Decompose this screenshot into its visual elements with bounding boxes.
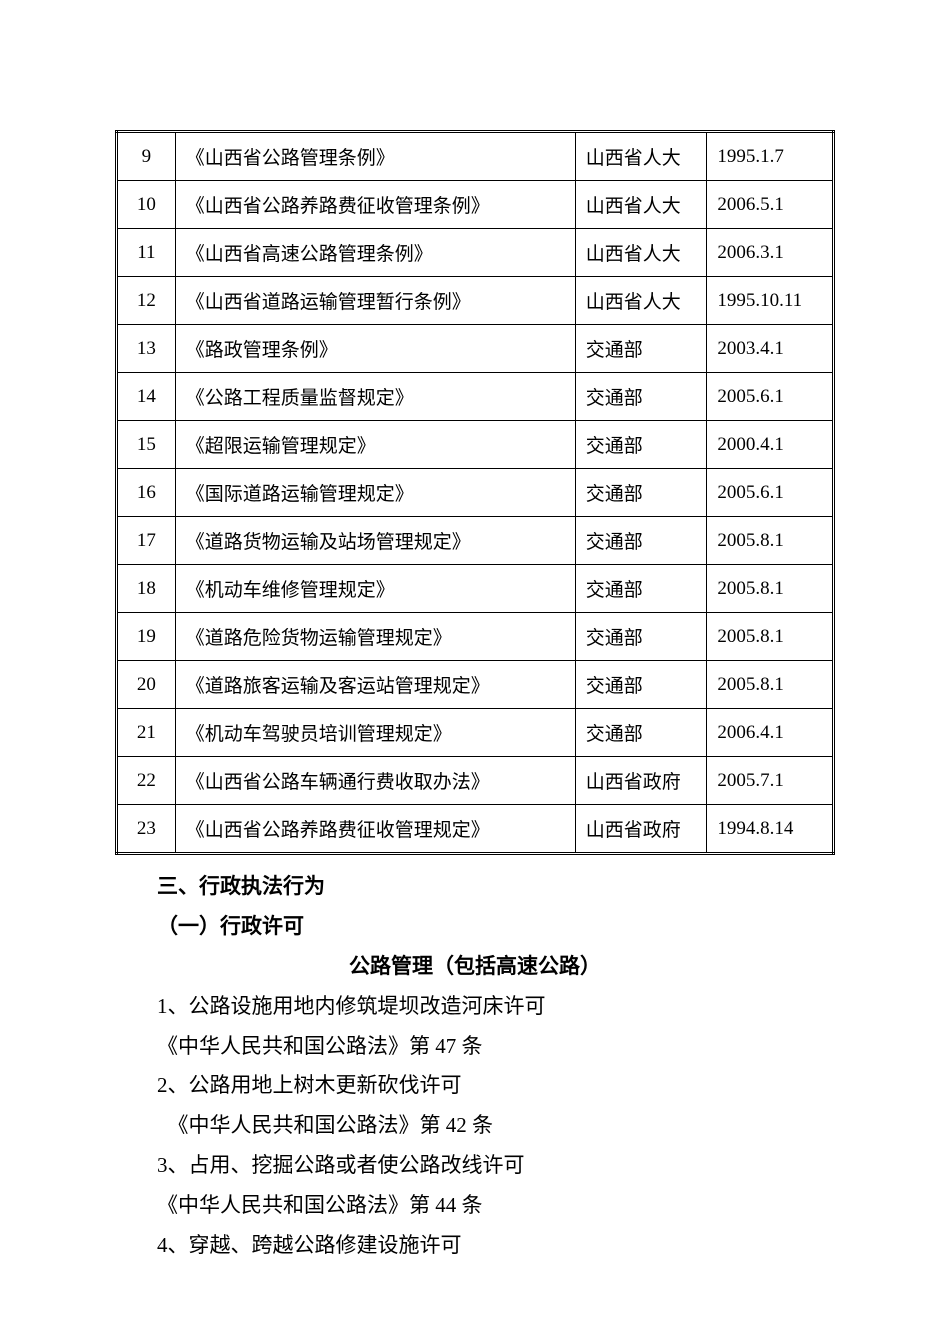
row-authority: 交通部 [575, 373, 707, 421]
row-authority: 山西省人大 [575, 277, 707, 325]
row-number: 13 [117, 325, 176, 373]
table-row: 16《国际道路运输管理规定》交通部2005.6.1 [117, 469, 834, 517]
section-heading-3: 公路管理（包括高速公路） [115, 947, 835, 987]
section-heading-1: 三、行政执法行为 [115, 867, 835, 907]
permit-item: 3、占用、挖掘公路或者使公路改线许可 [115, 1146, 835, 1186]
regulations-table: 9《山西省公路管理条例》山西省人大1995.1.710《山西省公路养路费征收管理… [115, 130, 835, 855]
row-authority: 山西省人大 [575, 229, 707, 277]
row-date: 1994.8.14 [707, 805, 834, 854]
items-container: 1、公路设施用地内修筑堤坝改造河床许可《中华人民共和国公路法》第 47 条2、公… [115, 987, 835, 1266]
section-heading-2: （一）行政许可 [115, 907, 835, 947]
row-authority: 交通部 [575, 565, 707, 613]
row-authority: 山西省政府 [575, 805, 707, 854]
row-date: 2006.3.1 [707, 229, 834, 277]
row-authority: 山西省人大 [575, 132, 707, 181]
row-date: 2005.6.1 [707, 469, 834, 517]
row-date: 2003.4.1 [707, 325, 834, 373]
table-row: 20《道路旅客运输及客运站管理规定》交通部2005.8.1 [117, 661, 834, 709]
table-row: 21《机动车驾驶员培训管理规定》交通部2006.4.1 [117, 709, 834, 757]
table-row: 23《山西省公路养路费征收管理规定》山西省政府1994.8.14 [117, 805, 834, 854]
row-number: 12 [117, 277, 176, 325]
table-row: 22《山西省公路车辆通行费收取办法》山西省政府2005.7.1 [117, 757, 834, 805]
row-title: 《山西省公路管理条例》 [175, 132, 575, 181]
permit-item-source: 《中华人民共和国公路法》第 44 条 [115, 1186, 835, 1226]
row-authority: 山西省人大 [575, 181, 707, 229]
row-title: 《道路旅客运输及客运站管理规定》 [175, 661, 575, 709]
row-number: 21 [117, 709, 176, 757]
row-date: 1995.1.7 [707, 132, 834, 181]
row-number: 11 [117, 229, 176, 277]
table-row: 12《山西省道路运输管理暂行条例》山西省人大1995.10.11 [117, 277, 834, 325]
row-title: 《机动车维修管理规定》 [175, 565, 575, 613]
row-title: 《山西省道路运输管理暂行条例》 [175, 277, 575, 325]
row-number: 17 [117, 517, 176, 565]
table-row: 13《路政管理条例》交通部2003.4.1 [117, 325, 834, 373]
table-row: 10《山西省公路养路费征收管理条例》山西省人大2006.5.1 [117, 181, 834, 229]
table-body: 9《山西省公路管理条例》山西省人大1995.1.710《山西省公路养路费征收管理… [117, 132, 834, 854]
row-title: 《路政管理条例》 [175, 325, 575, 373]
row-title: 《山西省公路养路费征收管理条例》 [175, 181, 575, 229]
row-number: 14 [117, 373, 176, 421]
row-date: 2005.8.1 [707, 661, 834, 709]
row-number: 9 [117, 132, 176, 181]
table-row: 17《道路货物运输及站场管理规定》交通部2005.8.1 [117, 517, 834, 565]
table-row: 11《山西省高速公路管理条例》山西省人大2006.3.1 [117, 229, 834, 277]
row-number: 23 [117, 805, 176, 854]
row-number: 15 [117, 421, 176, 469]
text-section: 三、行政执法行为 （一）行政许可 公路管理（包括高速公路） 1、公路设施用地内修… [115, 867, 835, 1266]
table-row: 15《超限运输管理规定》交通部2000.4.1 [117, 421, 834, 469]
row-authority: 交通部 [575, 325, 707, 373]
row-authority: 交通部 [575, 469, 707, 517]
table-row: 14《公路工程质量监督规定》交通部2005.6.1 [117, 373, 834, 421]
table-row: 18《机动车维修管理规定》交通部2005.8.1 [117, 565, 834, 613]
row-title: 《公路工程质量监督规定》 [175, 373, 575, 421]
row-number: 10 [117, 181, 176, 229]
row-date: 2006.5.1 [707, 181, 834, 229]
row-title: 《超限运输管理规定》 [175, 421, 575, 469]
row-authority: 山西省政府 [575, 757, 707, 805]
permit-item-source: 《中华人民共和国公路法》第 42 条 [115, 1106, 835, 1146]
row-title: 《山西省公路养路费征收管理规定》 [175, 805, 575, 854]
permit-item-source: 《中华人民共和国公路法》第 47 条 [115, 1027, 835, 1067]
row-authority: 交通部 [575, 709, 707, 757]
row-number: 16 [117, 469, 176, 517]
row-number: 22 [117, 757, 176, 805]
row-date: 2005.8.1 [707, 613, 834, 661]
table-row: 9《山西省公路管理条例》山西省人大1995.1.7 [117, 132, 834, 181]
permit-item: 2、公路用地上树木更新砍伐许可 [115, 1066, 835, 1106]
row-date: 1995.10.11 [707, 277, 834, 325]
row-title: 《道路危险货物运输管理规定》 [175, 613, 575, 661]
row-date: 2005.6.1 [707, 373, 834, 421]
row-title: 《国际道路运输管理规定》 [175, 469, 575, 517]
row-authority: 交通部 [575, 421, 707, 469]
row-number: 18 [117, 565, 176, 613]
row-number: 19 [117, 613, 176, 661]
permit-item: 1、公路设施用地内修筑堤坝改造河床许可 [115, 987, 835, 1027]
row-title: 《道路货物运输及站场管理规定》 [175, 517, 575, 565]
row-date: 2000.4.1 [707, 421, 834, 469]
row-title: 《山西省公路车辆通行费收取办法》 [175, 757, 575, 805]
row-number: 20 [117, 661, 176, 709]
row-date: 2006.4.1 [707, 709, 834, 757]
row-authority: 交通部 [575, 661, 707, 709]
row-date: 2005.8.1 [707, 517, 834, 565]
row-date: 2005.7.1 [707, 757, 834, 805]
row-title: 《机动车驾驶员培训管理规定》 [175, 709, 575, 757]
row-authority: 交通部 [575, 613, 707, 661]
row-authority: 交通部 [575, 517, 707, 565]
row-date: 2005.8.1 [707, 565, 834, 613]
row-title: 《山西省高速公路管理条例》 [175, 229, 575, 277]
permit-item: 4、穿越、跨越公路修建设施许可 [115, 1226, 835, 1266]
table-row: 19《道路危险货物运输管理规定》交通部2005.8.1 [117, 613, 834, 661]
